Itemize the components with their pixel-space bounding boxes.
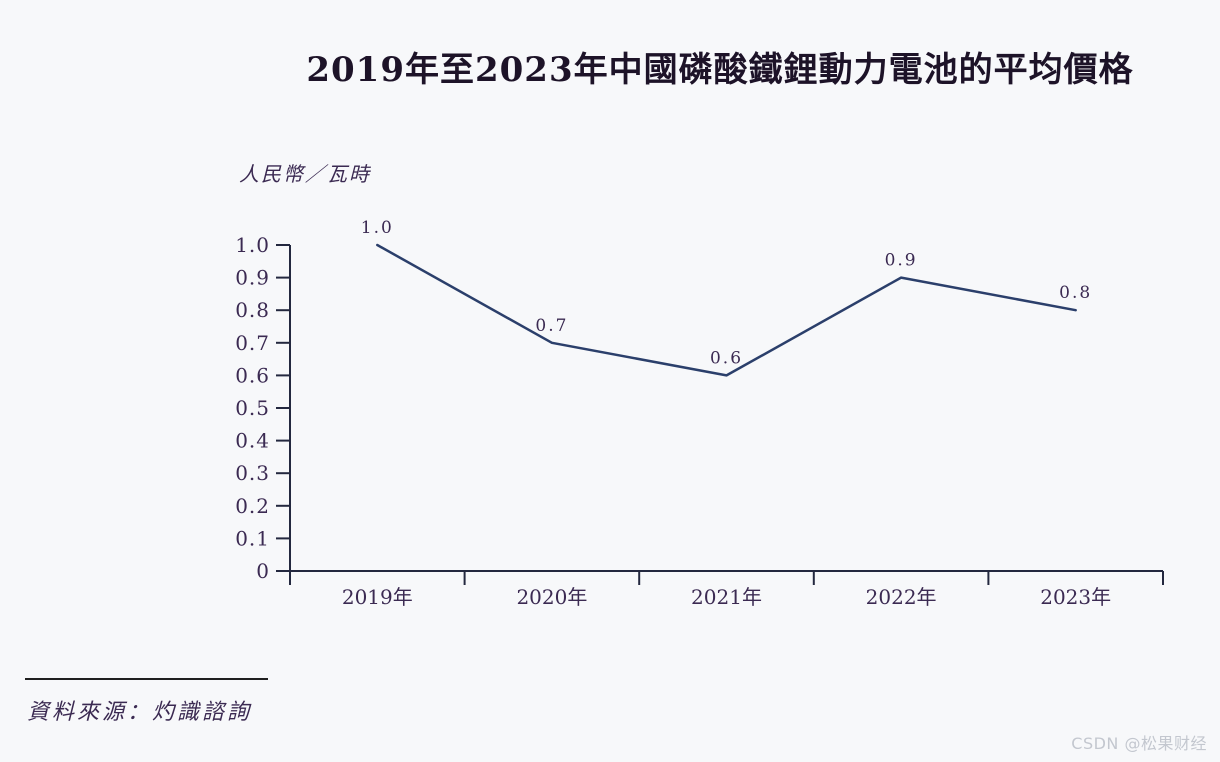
price-line-chart: 1.0 0.9 0.8 0.7 0.6 0.5 0.4 0.3 0.2 0.1 0 2019年 2020…: [235, 218, 1164, 609]
x-axis-label: 2022年: [866, 585, 937, 609]
source-divider: [25, 678, 268, 680]
data-point-label: 0.7: [535, 316, 568, 336]
watermark-text: CSDN @松果财经: [1071, 734, 1207, 753]
x-axis-label: 2020年: [516, 585, 587, 609]
y-tick-label: 0.3: [235, 461, 270, 485]
data-point-label: 0.6: [710, 348, 743, 368]
y-axis-unit-label: 人民幣／瓦時: [239, 162, 371, 186]
y-tick-label: 0.9: [235, 266, 270, 290]
y-tick-label: 1.0: [235, 233, 270, 257]
y-tick-label: 0.2: [235, 494, 270, 518]
y-tick-label: 0.4: [235, 429, 270, 453]
source-text: 資料來源：灼識諮詢: [27, 700, 253, 725]
y-tick-label: 0: [256, 559, 270, 583]
chart-title: 2019年至2023年中國磷酸鐵鋰動力電池的平均價格: [306, 50, 1134, 90]
data-point-label: 1.0: [361, 218, 394, 238]
price-line: [376, 243, 1077, 377]
y-tick-label: 0.5: [235, 396, 270, 420]
data-point-label: 0.8: [1059, 283, 1092, 303]
y-tick-label: 0.1: [235, 526, 270, 550]
y-tick-label: 0.8: [235, 298, 270, 322]
data-point-label: 0.9: [885, 251, 918, 271]
y-tick-label: 0.7: [235, 331, 270, 355]
x-axis-label: 2023年: [1040, 585, 1111, 609]
y-tick-label: 0.6: [235, 363, 270, 387]
x-axis-label: 2021年: [691, 585, 762, 609]
x-axis-label: 2019年: [342, 585, 413, 609]
